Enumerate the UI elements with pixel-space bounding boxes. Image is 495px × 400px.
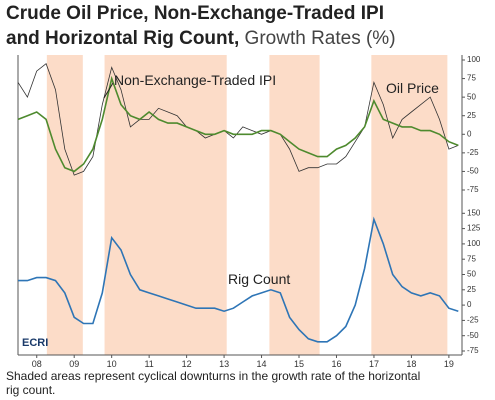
series-line — [18, 216, 459, 343]
shaded-period — [46, 55, 83, 355]
x-tick-label: 18 — [406, 359, 416, 369]
series-line — [17, 75, 459, 173]
shaded-period — [269, 55, 320, 355]
y-tick-label: 75 — [467, 74, 476, 83]
series-label: Oil Price — [386, 80, 439, 96]
y-tick-label: -50 — [467, 167, 479, 176]
series-label: Non-Exchange-Traded IPI — [114, 72, 276, 88]
y-tick-label: -50 — [467, 331, 479, 340]
y-tick-label: -75 — [467, 346, 479, 355]
y-tick-label: 50 — [467, 92, 476, 101]
x-tick-label: 14 — [257, 359, 267, 369]
x-tick-label: 12 — [182, 359, 192, 369]
series-line — [17, 63, 459, 176]
y-tick-label: 125 — [467, 224, 481, 233]
x-tick-label: 11 — [144, 359, 153, 369]
x-tick-label: 13 — [219, 359, 229, 369]
note: Shaded areas represent cyclical downturn… — [6, 369, 420, 397]
y-tick-label: 100 — [467, 239, 481, 248]
title-line: and Horizontal Rig Count, — [6, 28, 239, 49]
x-tick-label: 17 — [369, 359, 379, 369]
y-tick-label: -25 — [467, 148, 479, 157]
y-tick-label: 100 — [467, 55, 481, 64]
x-tick-label: 16 — [331, 359, 341, 369]
x-tick-label: 19 — [444, 359, 454, 369]
y-tick-label: 25 — [467, 111, 476, 120]
x-tick-label: 08 — [32, 359, 42, 369]
y-tick-label: 25 — [467, 285, 476, 294]
y-tick-label: 150 — [467, 208, 481, 217]
x-tick-label: 09 — [69, 359, 79, 369]
note: Shaded areas represent cyclical downturn… — [6, 369, 420, 383]
x-tick-label: 15 — [294, 359, 304, 369]
title-line: and Horizontal Rig Count, Growth Rates (… — [6, 28, 396, 49]
x-tick-label: 10 — [107, 359, 117, 369]
title-line: Crude Oil Price, Non-Exchange-Traded IPI — [6, 3, 384, 24]
y-tick-label: -75 — [467, 185, 479, 194]
y-tick-label: 0 — [467, 129, 472, 138]
series-label: Rig Count — [228, 271, 290, 287]
logo: ECRI — [22, 337, 48, 349]
y-tick-label: 50 — [467, 270, 476, 279]
shaded-period — [371, 55, 448, 355]
y-tick-label: 75 — [467, 254, 476, 263]
shaded-period — [104, 55, 227, 355]
note: rig count. — [6, 383, 55, 397]
y-tick-label: -25 — [467, 316, 479, 325]
y-tick-label: 0 — [467, 300, 472, 309]
subtitle: Growth Rates (%) — [245, 28, 396, 49]
annotation-pointer — [103, 82, 114, 99]
